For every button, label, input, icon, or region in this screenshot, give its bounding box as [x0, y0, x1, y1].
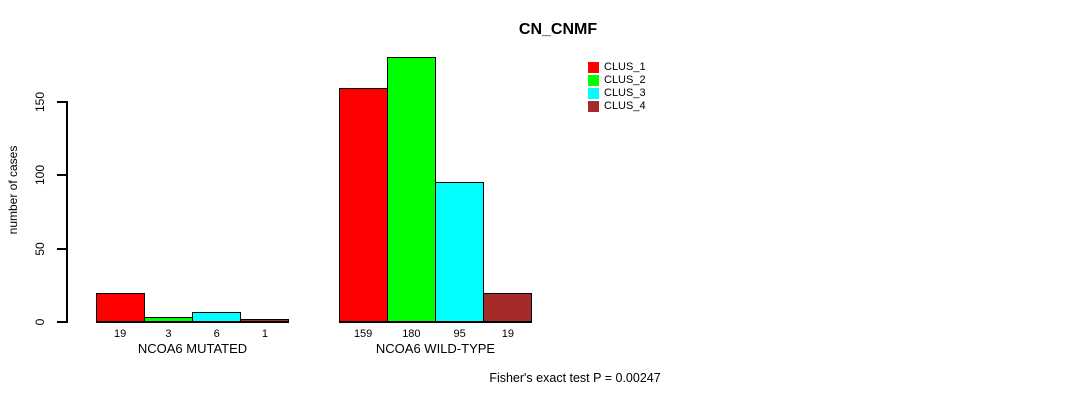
y-axis-tick-label: 150	[33, 91, 47, 113]
legend-item: CLUS_2	[588, 74, 646, 87]
legend-item: CLUS_3	[588, 87, 646, 100]
y-axis-tick	[57, 174, 68, 177]
bar-value-label: 3	[165, 328, 172, 340]
bar-value-label: 159	[353, 328, 373, 340]
bar-clus_4	[240, 319, 289, 321]
y-axis-tick-label: 0	[33, 318, 47, 326]
legend-item: CLUS_1	[588, 61, 646, 74]
legend-swatch-icon	[588, 88, 599, 99]
bar-clus_2	[387, 57, 436, 321]
legend-label: CLUS_3	[604, 87, 646, 99]
bar-clus_3	[435, 182, 484, 321]
bar-group	[96, 51, 289, 323]
y-axis-tick	[57, 247, 68, 250]
bar-clus_1	[339, 88, 388, 321]
bar-clus_3	[192, 312, 241, 321]
bar-value-label: 19	[501, 328, 514, 340]
bar-group	[339, 51, 532, 323]
y-axis-tick	[57, 321, 68, 323]
fisher-test-note: Fisher's exact test P = 0.00247	[489, 371, 661, 385]
bar-value-label: 95	[453, 328, 466, 340]
y-axis-tick-label: 50	[33, 241, 47, 256]
legend-swatch-icon	[588, 75, 599, 86]
bar-value-label: 6	[213, 328, 220, 340]
bar-value-labels: 19 3 6 1	[96, 328, 289, 340]
bar-value-label: 19	[114, 328, 127, 340]
y-axis-tick-label: 100	[33, 165, 47, 186]
bar-value-label: 1	[261, 328, 268, 340]
chart-title: CN_CNMF	[518, 21, 598, 38]
y-axis-tick	[57, 101, 68, 103]
legend: CLUS_1 CLUS_2 CLUS_3 CLUS_4	[588, 61, 646, 113]
group-label: NCOA6 MUTATED	[137, 341, 248, 356]
bar-value-labels: 159 180 95 19	[339, 328, 532, 340]
legend-item: CLUS_4	[588, 100, 646, 113]
legend-label: CLUS_4	[604, 100, 646, 112]
y-axis-line	[66, 101, 68, 323]
y-axis-label: number of cases	[6, 145, 20, 235]
legend-label: CLUS_1	[604, 61, 646, 73]
legend-swatch-icon	[588, 62, 599, 73]
bar-clus_2	[144, 317, 193, 321]
legend-swatch-icon	[588, 101, 599, 112]
bar-clus_4	[483, 293, 532, 321]
bar-value-label: 180	[402, 328, 421, 340]
legend-label: CLUS_2	[604, 74, 646, 86]
bar-clus_1	[96, 293, 145, 321]
group-label: NCOA6 WILD-TYPE	[375, 341, 496, 356]
